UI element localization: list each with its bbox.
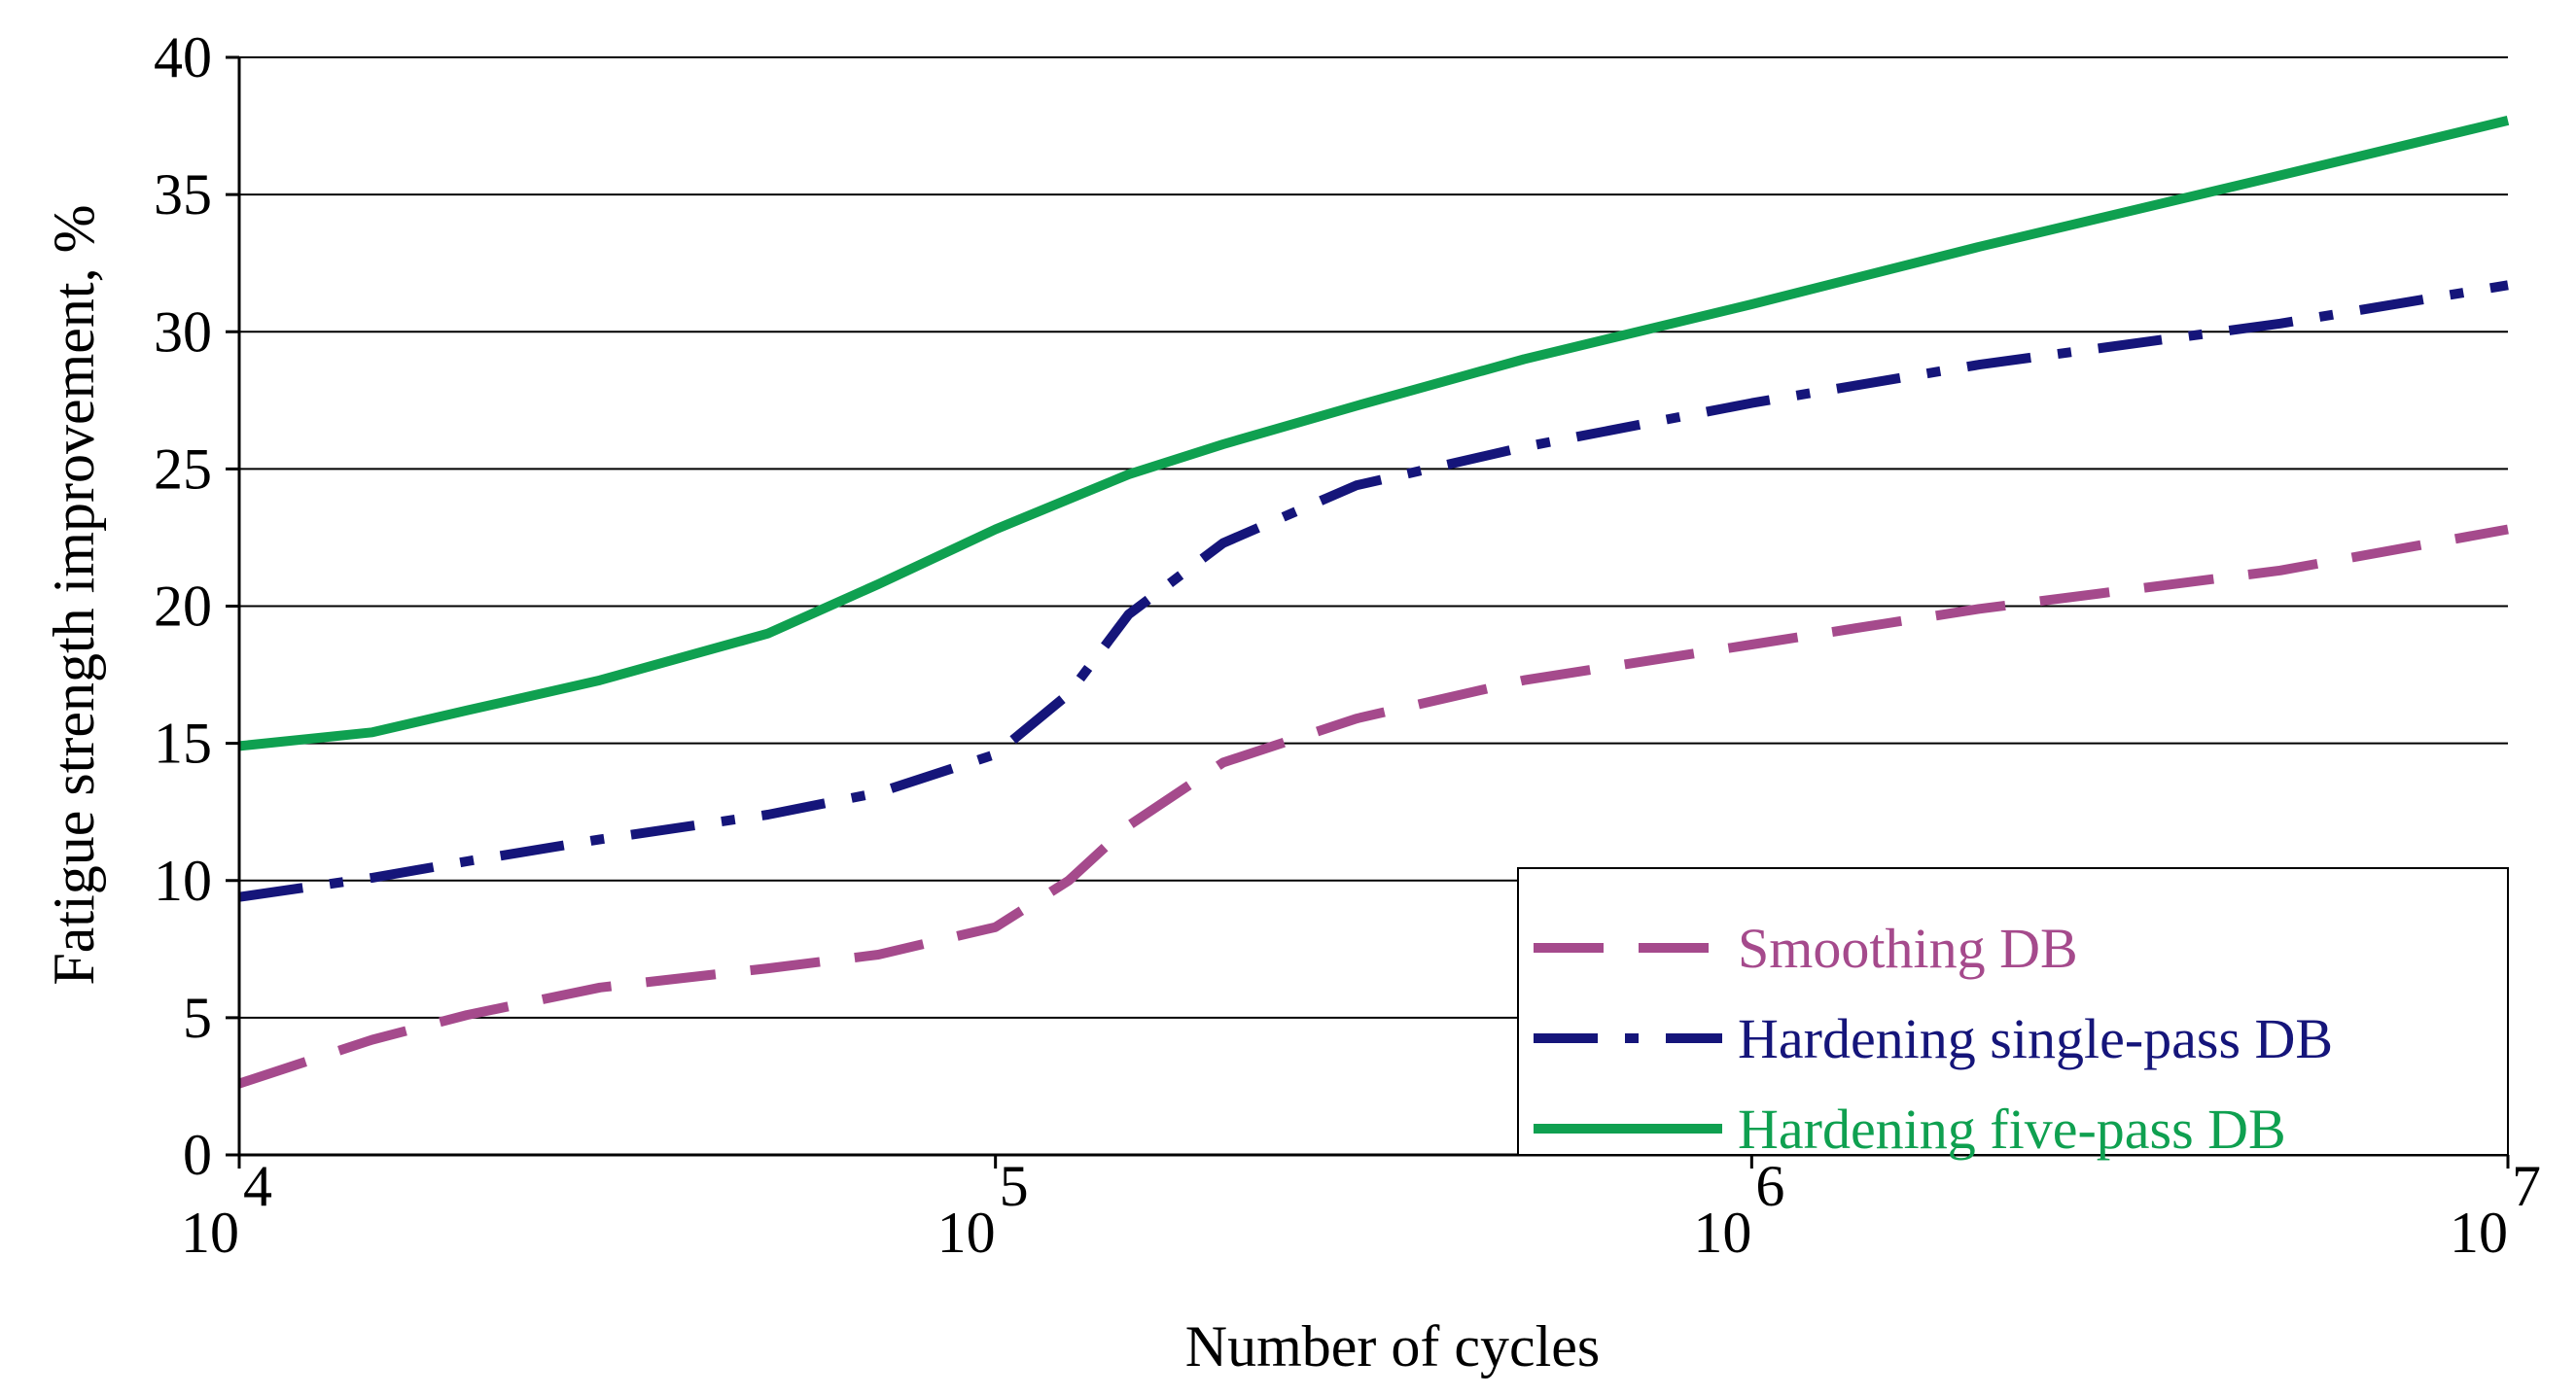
y-tick-label-35: 35 [154, 162, 212, 227]
x-tick-label-7: 107 [2450, 1154, 2541, 1265]
series-line-0 [237, 524, 2509, 1089]
x-tick-label-5: 105 [937, 1154, 1029, 1265]
x-tick-base: 10 [937, 1201, 996, 1265]
grid-layer [239, 56, 2508, 1019]
y-axis-title: Fatigue strength improvement, % [42, 204, 106, 985]
series-line-1 [238, 280, 2509, 902]
legend-label-0: Smoothing DB [1738, 917, 2078, 980]
y-tick-label-5: 5 [183, 986, 212, 1050]
x-tick-base: 10 [2450, 1201, 2508, 1265]
series-layer [237, 116, 2510, 1089]
x-tick-exponent: 7 [2512, 1154, 2541, 1218]
x-axis-title: Number of cycles [1185, 1314, 1601, 1379]
legend-label-2: Hardening five-pass DB [1738, 1098, 2286, 1161]
legend-label-1: Hardening single-pass DB [1738, 1007, 2333, 1070]
x-tick-exponent: 5 [1000, 1154, 1029, 1218]
x-tick-base: 10 [1693, 1201, 1751, 1265]
y-tick-label-10: 10 [154, 849, 212, 913]
y-tick-label-25: 25 [154, 436, 212, 501]
x-tick-exponent: 6 [1755, 1154, 1784, 1218]
legend-box [1517, 867, 2509, 1156]
x-tick-label-6: 106 [1693, 1154, 1784, 1265]
y-tick-label-30: 30 [154, 299, 212, 364]
x-tick-base: 10 [181, 1201, 239, 1265]
y-tick-label-40: 40 [154, 25, 212, 89]
y-tick-label-15: 15 [154, 712, 212, 776]
x-tick-exponent: 4 [243, 1154, 272, 1218]
legend: Smoothing DB Hardening single-pass DB Hard… [1517, 867, 2509, 1161]
x-tick-label-4: 104 [181, 1154, 272, 1265]
series-line-2 [238, 116, 2510, 751]
y-tick-label-0: 0 [183, 1123, 212, 1187]
y-tick-label-20: 20 [154, 575, 212, 639]
